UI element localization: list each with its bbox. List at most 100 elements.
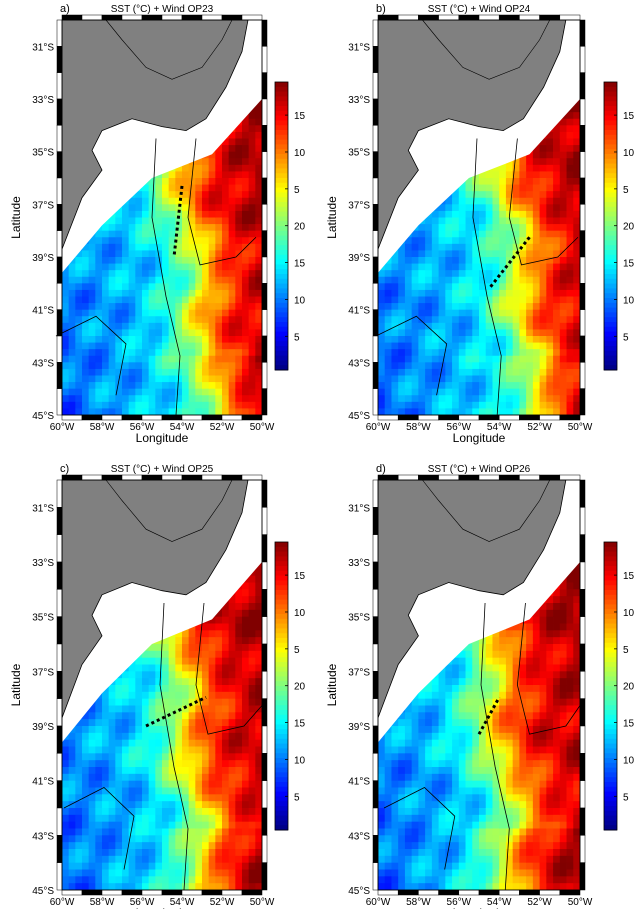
sst-cell — [115, 210, 123, 218]
sst-cell — [195, 276, 203, 284]
isotherm-contours — [375, 138, 579, 416]
colorbar-segment — [275, 820, 288, 826]
frame-segment — [261, 98, 268, 126]
sst-cell — [235, 678, 243, 686]
sst-cell — [539, 210, 547, 218]
colorbar-segment — [604, 187, 617, 193]
colorbar-tick-label: 15 — [294, 719, 306, 730]
sst-cell — [148, 388, 156, 396]
sst-cell — [418, 336, 426, 343]
sst-cell — [188, 309, 196, 317]
sst-cell — [215, 336, 223, 343]
sst-cell — [248, 855, 256, 864]
sst-cell — [215, 158, 223, 166]
sst-cell — [505, 329, 514, 337]
sst-cell — [546, 375, 554, 383]
sst-cell — [553, 204, 561, 212]
border-line — [105, 479, 233, 542]
sst-cell — [222, 184, 230, 192]
sst-cell — [499, 303, 507, 311]
sst-cell — [215, 746, 223, 754]
sst-cell — [479, 316, 487, 324]
colorbar-segment — [275, 796, 288, 802]
sst-cell — [512, 210, 520, 218]
sst-cell — [148, 408, 156, 416]
frame-segment — [56, 72, 63, 100]
sst-cell — [95, 842, 103, 850]
sst-cell — [391, 368, 399, 376]
sst-cell — [208, 184, 216, 192]
sst-cell — [135, 388, 143, 396]
sst-cell — [128, 883, 136, 891]
sst-cell — [88, 801, 96, 809]
sst-cell — [573, 171, 581, 179]
sst-cell — [248, 289, 256, 297]
sst-cell — [445, 388, 453, 396]
sst-cell — [235, 217, 243, 225]
sst-cell — [378, 355, 386, 363]
sst-cell — [532, 283, 540, 291]
sst-cell — [135, 814, 143, 823]
sst-cell — [248, 753, 256, 761]
sst-cell — [519, 270, 527, 278]
sst-cell — [479, 184, 487, 192]
sst-cell — [222, 204, 230, 212]
sst-cell — [235, 739, 243, 747]
frame-segment — [56, 98, 63, 126]
sst-cell — [425, 408, 433, 416]
sst-cell — [215, 184, 223, 192]
sst-cell — [68, 780, 76, 788]
sst-cell — [505, 250, 514, 258]
sst-cell — [168, 375, 176, 383]
sst-cell — [115, 828, 123, 836]
sst-cell — [248, 322, 256, 330]
sst-cell — [452, 375, 460, 383]
sst-cell — [539, 395, 547, 403]
sst-cell — [122, 835, 130, 843]
sst-cell — [128, 243, 136, 251]
sst-cell — [235, 746, 243, 754]
colorbar-segment — [275, 158, 288, 165]
sst-cell — [135, 270, 143, 278]
sst-cell — [384, 375, 392, 383]
sst-cell — [425, 270, 433, 278]
sst-cell — [485, 184, 493, 192]
sst-cell — [168, 712, 176, 720]
sst-cell — [546, 362, 554, 370]
sst-cell — [255, 336, 263, 343]
sst-cell — [566, 178, 574, 185]
sst-cell — [102, 395, 110, 403]
sst-cell — [228, 230, 236, 238]
sst-cell — [418, 257, 426, 264]
frame-segment — [201, 474, 223, 481]
sst-cell — [82, 322, 90, 330]
sst-cell — [458, 336, 466, 343]
sst-cell — [559, 395, 567, 403]
sst-cell — [235, 842, 243, 850]
sst-cell — [208, 230, 216, 238]
sst-cell — [102, 368, 110, 376]
sst-cell — [553, 131, 561, 139]
sst-cell — [526, 243, 534, 251]
sst-cell — [472, 355, 480, 363]
sst-cell — [458, 270, 466, 278]
sst-cell — [391, 388, 399, 396]
colorbar-segment — [275, 235, 288, 241]
sst-cell — [82, 263, 90, 271]
sst-cell — [188, 388, 196, 396]
sst-cell — [539, 270, 547, 278]
sst-cell — [404, 289, 413, 297]
sst-cell — [148, 336, 156, 343]
sst-cell — [248, 821, 256, 829]
sst-cell — [202, 828, 210, 836]
sst-cell — [391, 767, 399, 775]
sst-cell — [452, 382, 460, 390]
sst-cell — [391, 296, 399, 304]
sst-cell — [148, 289, 156, 297]
sst-cell — [235, 650, 243, 659]
sst-cell — [95, 855, 103, 864]
sst-cell — [155, 217, 163, 225]
colorbar-segment — [275, 570, 288, 577]
sst-cell — [235, 644, 243, 652]
colorbar-segment — [275, 341, 288, 347]
